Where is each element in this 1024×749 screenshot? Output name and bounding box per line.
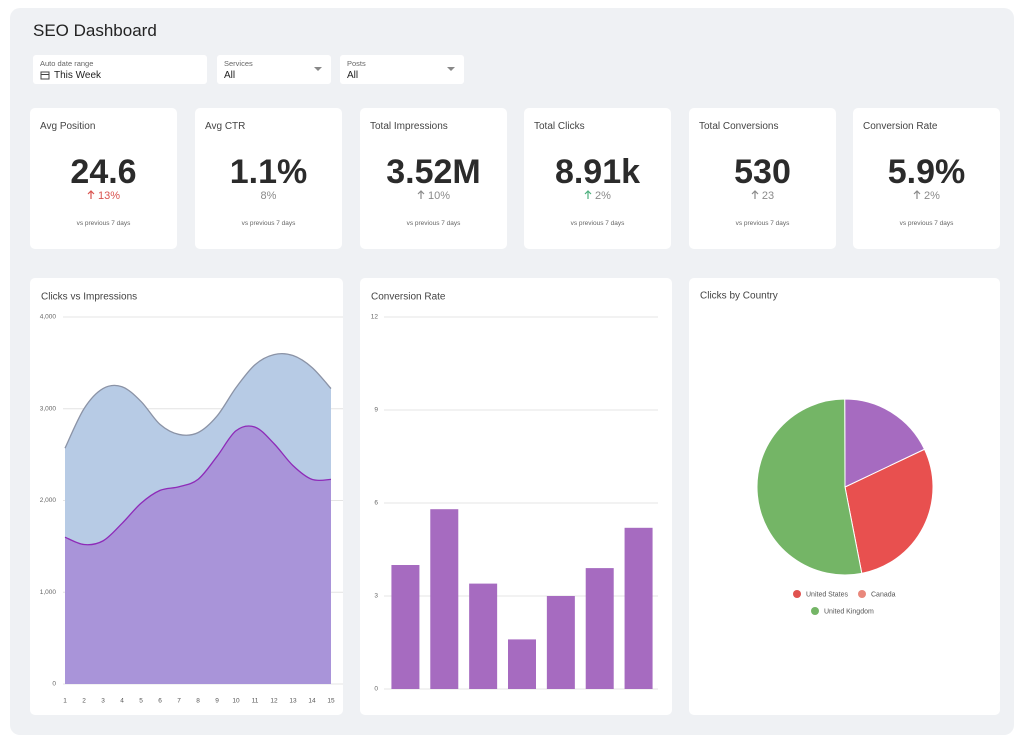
- kpi-value: 3.52M: [386, 153, 481, 191]
- arrow-shape: [751, 190, 759, 199]
- kpi-card: Total Clicks 8.91k 2% vs previous 7 days: [524, 108, 671, 249]
- arrow-shape: [913, 190, 921, 199]
- kpi-change-row: 23: [689, 190, 836, 202]
- arrow-shape: [87, 190, 95, 199]
- kpi-change-row: 2%: [853, 190, 1000, 202]
- kpi-value: 8.91k: [554, 153, 641, 191]
- kpi-card: Total Conversions 530 23 vs previous 7 days: [689, 108, 836, 249]
- change-arrow: [913, 190, 921, 199]
- kpi-value: 24.6: [70, 153, 137, 191]
- kpi-change-row: 8%: [195, 190, 342, 202]
- kpi-label: Total Conversions: [699, 121, 779, 132]
- kpi-change: 13%: [97, 190, 121, 202]
- kpi-card: Total Impressions 3.52M 10% vs previous 7 d…: [360, 108, 507, 249]
- kpi-change-row: 10%: [360, 190, 507, 202]
- change-arrow: [87, 190, 95, 199]
- filter-label: Services: [224, 59, 253, 68]
- change-arrow: [417, 190, 425, 199]
- kpi-value: 5.9%: [887, 153, 966, 191]
- calendar-icon: [40, 71, 50, 80]
- kpi-change: 23: [761, 190, 775, 202]
- filter-dropdown[interactable]: Auto date range This Week: [33, 55, 207, 84]
- kpi-label: Avg CTR: [205, 121, 246, 132]
- change-arrow: [584, 190, 592, 199]
- kpi-change-row: 13%: [30, 190, 177, 202]
- filter-value: This Week: [54, 70, 102, 81]
- arrow-shape: [584, 190, 592, 199]
- filter-value: All: [347, 70, 359, 81]
- kpi-note: vs previous 7 days: [899, 220, 954, 227]
- kpi-label: Total Clicks: [534, 121, 585, 132]
- kpi-change-row: 2%: [524, 190, 671, 202]
- kpi-change: 10%: [427, 190, 451, 202]
- kpi-value: 530: [734, 153, 791, 191]
- filter-dropdown[interactable]: Posts All: [340, 55, 464, 84]
- kpi-note: vs previous 7 days: [735, 220, 790, 227]
- calendar-body: [40, 71, 50, 80]
- kpi-note: vs previous 7 days: [406, 220, 461, 227]
- kpi-change: 2%: [595, 190, 611, 202]
- kpi-label: Conversion Rate: [863, 121, 938, 132]
- dropdown-caret: [447, 67, 455, 71]
- calendar-icon-frame: [40, 71, 50, 80]
- kpi-note: vs previous 7 days: [241, 220, 296, 227]
- kpi-change: 2%: [924, 190, 940, 202]
- filter-label: Auto date range: [40, 59, 94, 68]
- page-title: SEO Dashboard: [33, 21, 157, 40]
- filter-label: Posts: [347, 59, 366, 68]
- filter-dropdown[interactable]: Services All: [217, 55, 331, 84]
- arrow-shape: [417, 190, 425, 199]
- kpi-change: 8%: [260, 190, 277, 202]
- kpi-value: 1.1%: [229, 153, 308, 191]
- kpi-note: vs previous 7 days: [76, 220, 131, 227]
- filter-value: All: [224, 70, 236, 81]
- change-arrow: [751, 190, 759, 199]
- kpi-label: Avg Position: [40, 121, 96, 132]
- kpi-card: Avg Position 24.6 13% vs previous 7 days: [30, 108, 177, 249]
- kpi-card: Conversion Rate 5.9% 2% vs previous 7 days: [853, 108, 1000, 249]
- dropdown-caret: [314, 67, 322, 71]
- kpi-label: Total Impressions: [370, 121, 448, 132]
- kpi-note: vs previous 7 days: [570, 220, 625, 227]
- kpi-card: Avg CTR 1.1% 8% vs previous 7 days: [195, 108, 342, 249]
